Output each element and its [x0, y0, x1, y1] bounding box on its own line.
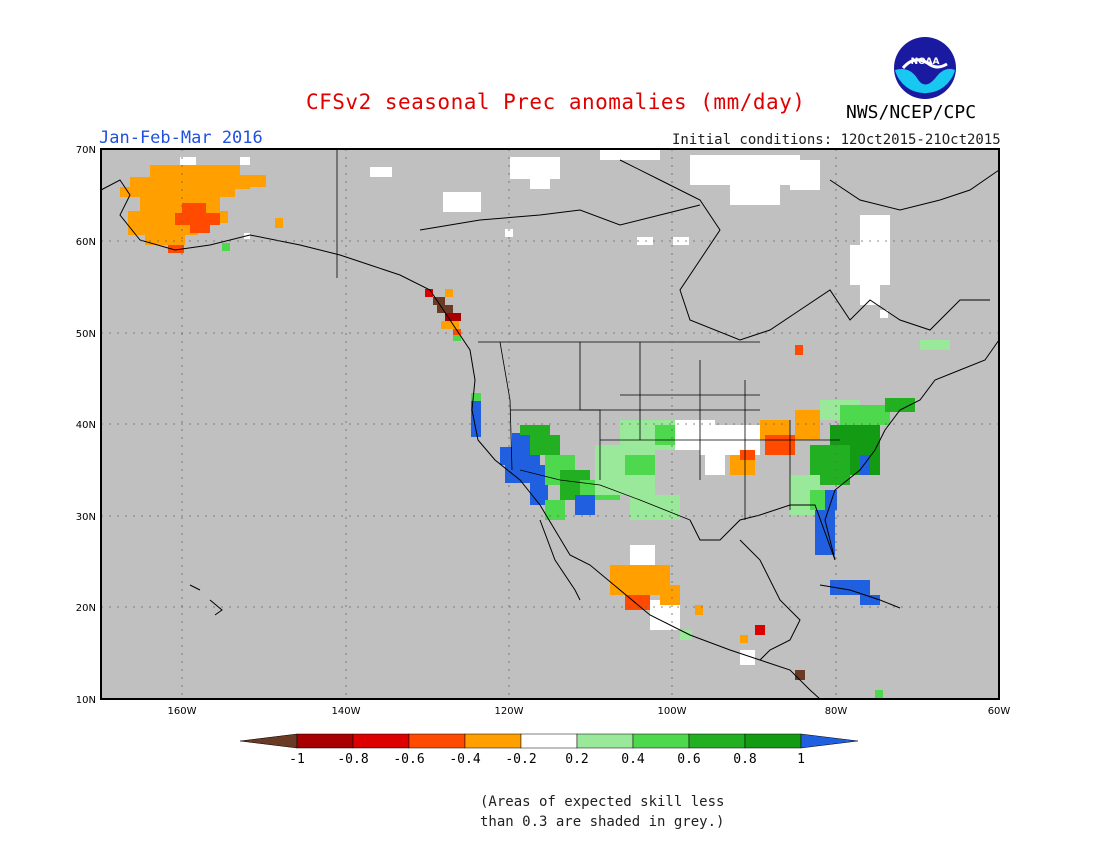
lon-label: 80W: [825, 706, 848, 717]
colorbar-swatch: [632, 733, 690, 749]
bc-coast-anomalies: [425, 289, 461, 341]
footnote-line-2: than 0.3 are shaded in grey.): [480, 814, 725, 830]
lat-label: 30N: [76, 512, 96, 523]
agency-label: NWS/NCEP/CPC: [846, 102, 977, 123]
colorbar-label: 0.6: [677, 752, 700, 767]
forecast-period: Jan-Feb-Mar 2016: [99, 128, 263, 148]
map-frame: [100, 148, 1000, 700]
lat-label: 20N: [76, 603, 96, 614]
lat-label: 60N: [76, 237, 96, 248]
colorbar-swatch: [352, 733, 410, 749]
colorbar-swatch: [520, 733, 578, 749]
colorbar-label: -0.2: [505, 752, 536, 767]
lat-label: 50N: [76, 329, 96, 340]
colorbar-swatch: [464, 733, 522, 749]
alaska-anomalies: [120, 157, 283, 253]
grid-lines: [101, 149, 999, 699]
colorbar-label: 0.4: [621, 752, 645, 767]
coastlines: [100, 159, 1000, 700]
eastern-us-anomalies: [700, 340, 950, 555]
lon-label: 60W: [988, 706, 1011, 717]
colorbar-swatch: [744, 733, 802, 749]
colorbar-label: -0.6: [393, 752, 424, 767]
colorbar-swatch: [688, 733, 746, 749]
colorbar-swatch: [296, 733, 354, 749]
political-borders: [336, 149, 840, 521]
initial-conditions: Initial conditions: 12Oct2015-21Oct2015: [672, 132, 1001, 148]
colorbar-left-arrow: [239, 733, 298, 749]
colorbar-label: -0.4: [449, 752, 480, 767]
colorbar-label: 0.8: [733, 752, 756, 767]
noaa-logo-text: NOAA: [911, 57, 940, 67]
colorbar-label: 1: [797, 752, 805, 767]
footnote-line-1: (Areas of expected skill less: [480, 794, 725, 810]
lat-label: 70N: [76, 145, 96, 156]
noaa-logo: NOAA: [894, 37, 956, 99]
lon-label: 120W: [495, 706, 524, 717]
footnote: (Areas of expected skill less than 0.3 a…: [480, 792, 724, 832]
lon-label: 100W: [658, 706, 687, 717]
colorbar-label: -0.8: [337, 752, 368, 767]
chart-title: CFSv2 seasonal Prec anomalies (mm/day): [306, 90, 806, 114]
colorbar-label: -1: [289, 752, 305, 767]
colorbar-swatch: [576, 733, 634, 749]
lon-label: 160W: [168, 706, 197, 717]
colorbar-label: 0.2: [565, 752, 588, 767]
colorbar-swatch: [408, 733, 466, 749]
lat-label: 10N: [76, 695, 96, 706]
arctic-white-patches: [370, 150, 890, 318]
lat-label: 40N: [76, 420, 96, 431]
colorbar-right-arrow: [800, 733, 859, 749]
lon-label: 140W: [332, 706, 361, 717]
